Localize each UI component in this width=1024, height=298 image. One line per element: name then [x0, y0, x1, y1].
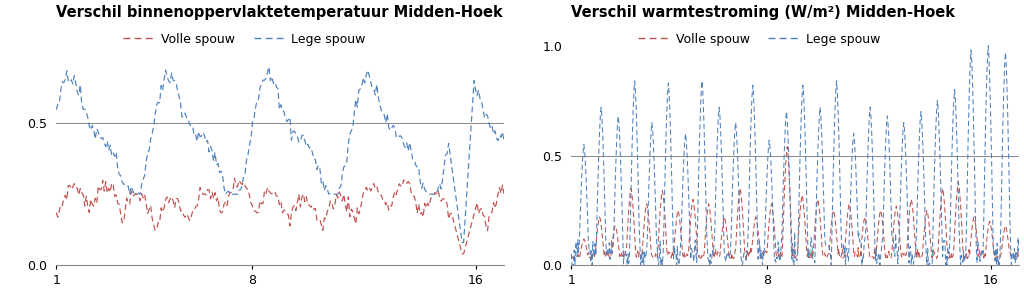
Legend: Volle spouw, Lege spouw: Volle spouw, Lege spouw: [119, 28, 371, 51]
Text: Verschil warmtestroming (W/m²) Midden-Hoek: Verschil warmtestroming (W/m²) Midden-Ho…: [571, 5, 955, 20]
Legend: Volle spouw, Lege spouw: Volle spouw, Lege spouw: [633, 28, 886, 51]
Text: Verschil binnenoppervlaktetemperatuur Midden-Hoek: Verschil binnenoppervlaktetemperatuur Mi…: [56, 5, 503, 20]
